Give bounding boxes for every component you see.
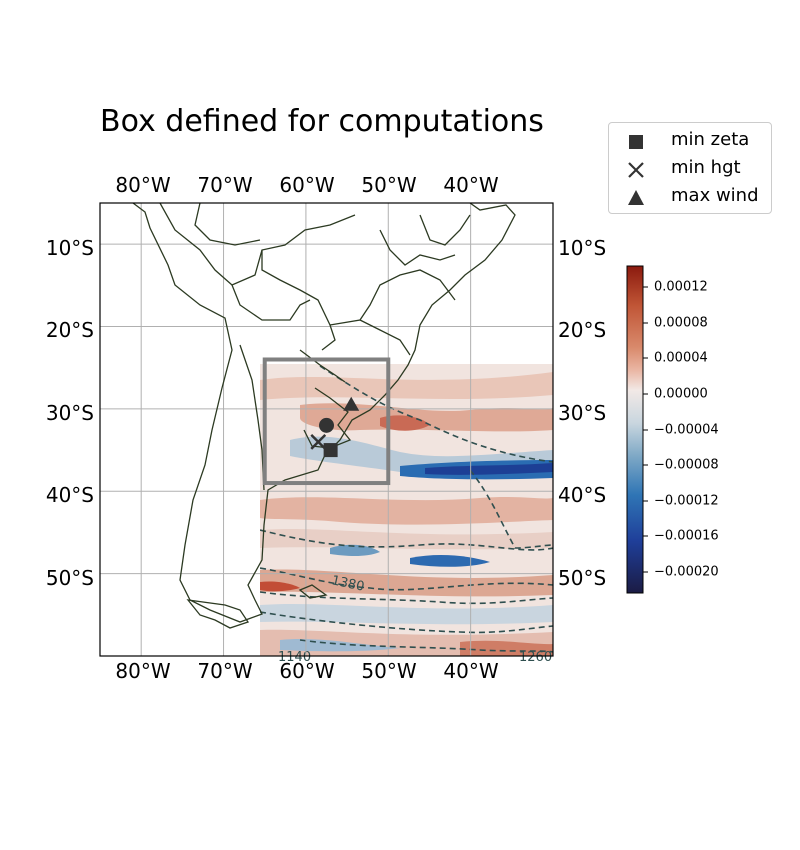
circle-marker bbox=[319, 417, 334, 433]
legend-item-max-wind: max wind bbox=[609, 183, 769, 209]
gridlines bbox=[100, 203, 553, 656]
colorbar-tick-label: −0.00008 bbox=[654, 457, 719, 473]
legend-label: max wind bbox=[671, 185, 759, 206]
colorbar-ticks bbox=[643, 286, 648, 573]
colorbar-tick-label: 0.00012 bbox=[654, 279, 708, 295]
lon-label-top-80w: 80°W bbox=[115, 173, 171, 197]
map-frame bbox=[99, 202, 554, 657]
max-wind-marker bbox=[343, 396, 360, 411]
colorbar bbox=[626, 265, 644, 594]
page-title: Box defined for computations bbox=[100, 104, 544, 139]
lon-label-bottom-70w: 70°W bbox=[197, 659, 253, 683]
lat-label-right-20s: 20°S bbox=[558, 318, 607, 342]
height-contours bbox=[260, 365, 553, 653]
legend-item-min-zeta: min zeta bbox=[609, 127, 769, 153]
lat-label-left-50s: 50°S bbox=[45, 566, 94, 590]
colorbar-tick-label: 0.00000 bbox=[654, 386, 708, 402]
square-marker-icon bbox=[629, 135, 643, 149]
legend-label: min hgt bbox=[671, 157, 741, 178]
contour-label-1140: 1140 bbox=[278, 650, 311, 665]
lon-label-bottom-60w: 60°W bbox=[279, 659, 335, 683]
colorbar-tick-label: 0.00004 bbox=[654, 350, 708, 366]
legend-item-min-hgt: min hgt bbox=[609, 155, 769, 181]
lat-label-left-40s: 40°S bbox=[45, 483, 94, 507]
lon-label-bottom-80w: 80°W bbox=[115, 659, 171, 683]
colorbar-tick-label: −0.00016 bbox=[654, 528, 719, 544]
lat-label-right-50s: 50°S bbox=[558, 566, 607, 590]
contour-label-1380: 1380 bbox=[330, 573, 365, 595]
legend-label: min zeta bbox=[671, 129, 750, 150]
lon-label-top-50w: 50°W bbox=[361, 173, 417, 197]
colorbar-tick-label: −0.00012 bbox=[654, 493, 719, 509]
lon-label-top-60w: 60°W bbox=[279, 173, 335, 197]
legend: min zeta min hgt max wind bbox=[608, 122, 772, 214]
colorbar-tick-label: 0.00008 bbox=[654, 315, 708, 331]
x-marker-icon bbox=[628, 162, 644, 178]
lon-label-top-40w: 40°W bbox=[443, 173, 499, 197]
lon-label-bottom-50w: 50°W bbox=[361, 659, 417, 683]
lat-label-right-10s: 10°S bbox=[558, 236, 607, 260]
lat-label-left-20s: 20°S bbox=[45, 318, 94, 342]
lon-label-bottom-40w: 40°W bbox=[443, 659, 499, 683]
lat-label-left-10s: 10°S bbox=[45, 236, 94, 260]
contour-label-1260: 1260 bbox=[519, 650, 552, 665]
min-zeta-marker bbox=[323, 443, 338, 458]
lat-label-right-40s: 40°S bbox=[558, 483, 607, 507]
colorbar-tick-label: −0.00020 bbox=[654, 564, 719, 580]
min-hgt-marker bbox=[310, 433, 327, 450]
triangle-marker-icon bbox=[628, 190, 644, 205]
lat-label-left-30s: 30°S bbox=[45, 401, 94, 425]
lon-label-top-70w: 70°W bbox=[197, 173, 253, 197]
lat-label-right-30s: 30°S bbox=[558, 401, 607, 425]
vorticity-field bbox=[260, 364, 553, 656]
computation-box bbox=[262, 357, 391, 486]
colorbar-tick-label: −0.00004 bbox=[654, 422, 719, 438]
